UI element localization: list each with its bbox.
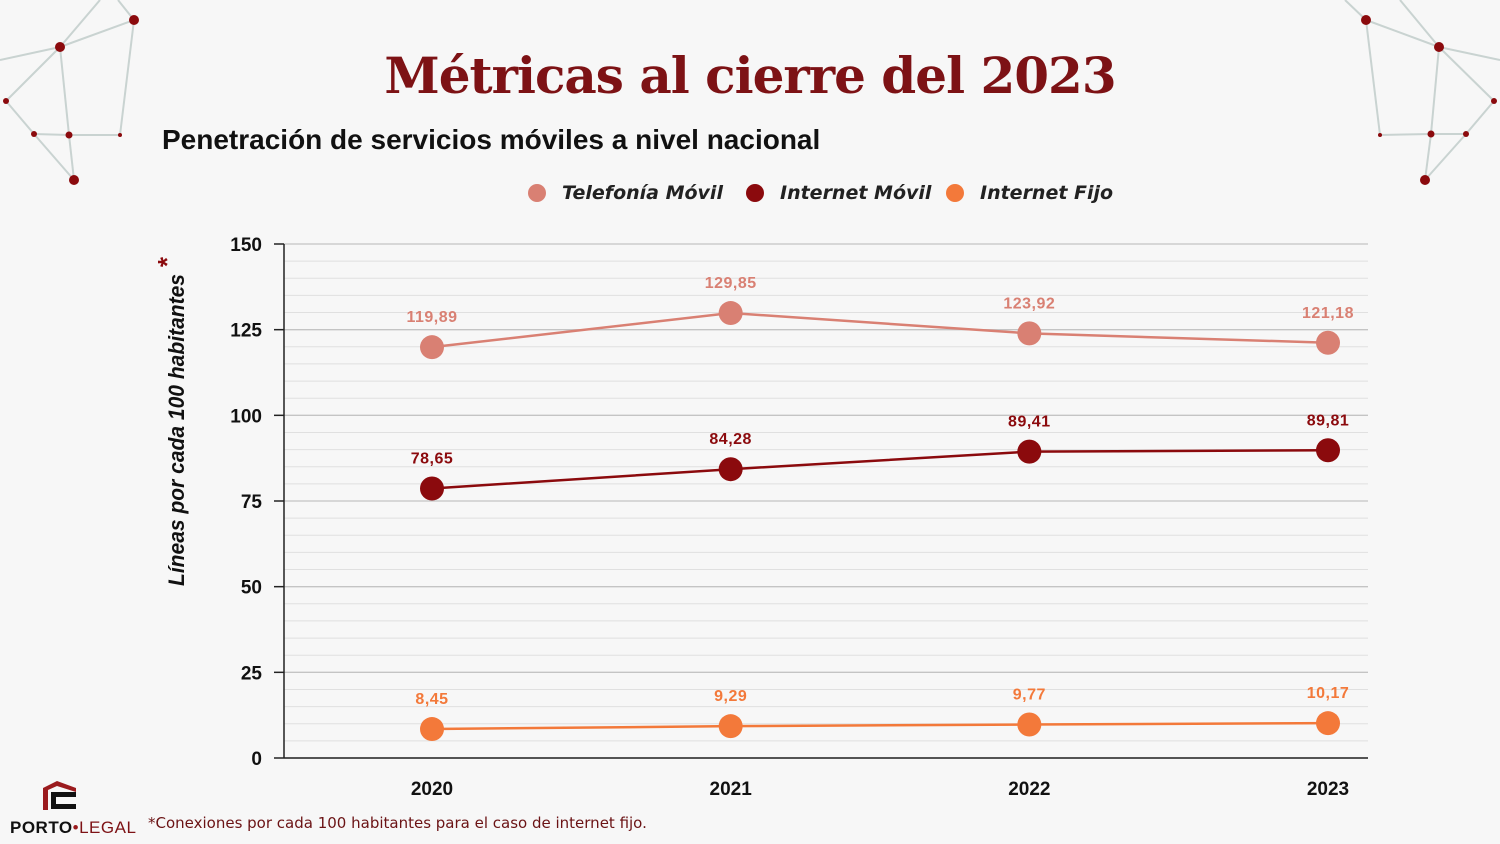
y-tick-label: 50	[241, 578, 262, 599]
y-tick-label: 100	[230, 406, 262, 427]
porto-legal-logo-icon	[43, 781, 76, 810]
legend-label-telefonia-movil: Telefonía Móvil	[562, 182, 723, 204]
y-tick-label: 25	[241, 663, 263, 684]
data-point-1-1	[718, 457, 743, 482]
chart-footnote: *Conexiones por cada 100 habitantes para…	[148, 814, 647, 832]
data-point-2-1	[718, 714, 743, 739]
y-tick-label: 150	[230, 235, 262, 256]
data-point-0-0	[420, 335, 444, 360]
logo-suffix-text: LEGAL	[79, 818, 137, 837]
legend-marker-internet-fijo	[946, 184, 964, 202]
legend-marker-telefonia-movil	[528, 184, 546, 202]
logo-separator-dot: •	[72, 818, 80, 837]
legend-item-internet-movil: Internet Móvil	[746, 182, 931, 204]
y-tick-label: 125	[230, 321, 262, 342]
series-line-1	[431, 449, 1329, 490]
data-point-2-2	[1017, 712, 1042, 737]
legend-marker-internet-movil	[746, 184, 764, 202]
y-tick-label: 75	[241, 492, 263, 513]
data-label-0-2: 123,92	[1003, 295, 1055, 312]
network-decoration-left	[0, 0, 135, 181]
chart-legend: Telefonía Móvil Internet Móvil Internet …	[0, 182, 1500, 210]
x-tick-label: 2023	[1307, 779, 1349, 800]
x-tick-label: 2020	[411, 779, 453, 800]
page-title: Métricas al cierre del 2023	[384, 46, 1116, 105]
network-decoration-right	[1344, 0, 1500, 181]
data-label-1-1: 84,28	[709, 431, 752, 448]
y-axis-label-asterisk: *	[152, 256, 182, 267]
legend-item-internet-fijo: Internet Fijo	[946, 182, 1113, 204]
logo-wordmark: PORTO•LEGAL	[10, 818, 136, 838]
legend-item-telefonia-movil: Telefonía Móvil	[528, 182, 723, 204]
data-point-0-1	[718, 301, 743, 326]
data-label-0-0: 119,89	[406, 309, 457, 326]
x-tick-label: 2022	[1008, 779, 1050, 800]
data-point-2-0	[420, 717, 444, 742]
series-line-0	[431, 311, 1329, 349]
data-point-1-0	[420, 476, 444, 501]
y-axis-label: Líneas por cada 100 habitantes	[164, 274, 189, 586]
data-point-1-3	[1316, 438, 1340, 463]
data-label-2-3: 10,17	[1307, 685, 1350, 702]
data-label-2-0: 8,45	[415, 691, 448, 708]
porto-legal-logo: PORTO•LEGAL	[10, 778, 136, 838]
network-nodes-left	[3, 15, 139, 185]
data-label-2-1: 9,29	[714, 688, 747, 705]
network-nodes-right	[1361, 15, 1497, 185]
data-label-2-2: 9,77	[1013, 687, 1046, 704]
data-label-0-1: 129,85	[705, 275, 757, 292]
data-label-0-3: 121,18	[1302, 305, 1354, 322]
data-label-1-2: 89,41	[1008, 414, 1051, 431]
data-point-2-3	[1316, 711, 1340, 736]
chart-subtitle: Penetración de servicios móviles a nivel…	[162, 124, 821, 155]
data-label-1-3: 89,81	[1307, 412, 1350, 429]
data-point-0-2	[1017, 321, 1042, 346]
data-point-1-2	[1017, 439, 1042, 464]
legend-label-internet-movil: Internet Móvil	[780, 182, 932, 204]
legend-label-internet-fijo: Internet Fijo	[980, 182, 1114, 204]
x-tick-label: 2021	[710, 779, 753, 800]
y-tick-label: 0	[251, 749, 262, 770]
data-point-0-3	[1316, 330, 1340, 355]
series-line-2	[431, 721, 1329, 731]
logo-brand-text: PORTO	[10, 818, 73, 837]
data-label-1-0: 78,65	[411, 450, 454, 467]
